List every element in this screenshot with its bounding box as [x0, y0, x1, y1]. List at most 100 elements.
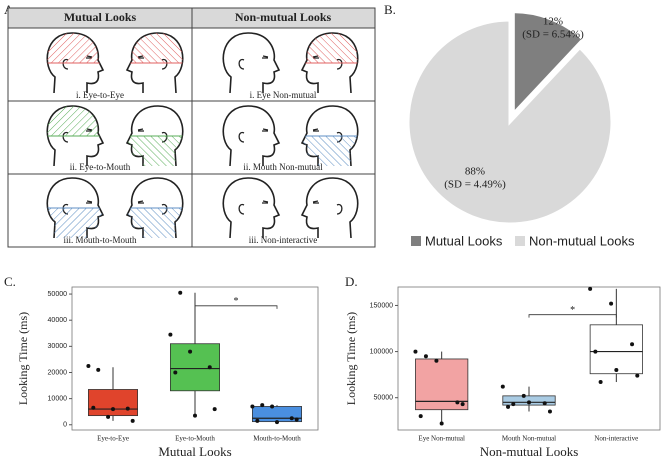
data-point [630, 342, 635, 347]
data-point [439, 421, 444, 426]
data-point [188, 349, 193, 354]
y-tick-label: 20000 [48, 369, 68, 376]
data-point [270, 404, 275, 409]
data-point [207, 365, 212, 370]
sd-label: (SD = 4.49%) [444, 179, 506, 191]
head [126, 177, 184, 239]
head [46, 105, 104, 167]
x-tick-label: Eye-to-Mouth [175, 435, 215, 443]
x-tick-label: Non-interactive [594, 435, 638, 443]
data-point [111, 407, 115, 412]
head [126, 32, 184, 94]
x-tick-label: Mouth Non-mutual [502, 435, 556, 443]
data-point [521, 393, 526, 398]
head [222, 177, 280, 239]
y-tick-label: 10000 [48, 395, 68, 402]
value-label: 12% [543, 16, 563, 28]
head [222, 32, 280, 94]
data-point [173, 370, 178, 375]
box [251, 406, 302, 423]
data-point [255, 418, 260, 423]
column-header: Mutual Looks [64, 10, 137, 24]
data-point [506, 404, 511, 409]
data-point [413, 349, 418, 354]
value-label: 88% [465, 166, 485, 178]
data-point [193, 413, 197, 418]
data-point [86, 363, 91, 368]
data-point [434, 358, 439, 363]
box [415, 358, 469, 411]
data-point [593, 349, 598, 354]
data-point [609, 301, 614, 306]
head [301, 177, 359, 239]
y-tick-label: 50000 [48, 291, 68, 298]
data-point [260, 403, 265, 408]
caption: iii. Non-interactive [249, 235, 317, 245]
data-point [588, 286, 593, 291]
data-point [614, 368, 619, 373]
y-tick-label: 50000 [374, 395, 394, 402]
legend-swatch [411, 236, 421, 246]
box [88, 389, 139, 417]
data-point [96, 367, 101, 372]
data-point [547, 409, 552, 414]
x-axis-label: Non-mutual Looks [480, 444, 579, 459]
panel-label: C. [4, 274, 16, 289]
sd-label: (SD = 6.54%) [522, 29, 584, 41]
box [169, 343, 220, 392]
data-point [275, 420, 279, 425]
significance-bracket [194, 305, 278, 309]
data-point [635, 373, 640, 378]
head [126, 105, 184, 167]
data-point [212, 407, 217, 412]
panel-label: D. [345, 274, 358, 289]
y-tick-label: 0 [63, 422, 67, 429]
head [46, 32, 104, 94]
data-point [130, 418, 135, 423]
data-point [294, 417, 299, 422]
y-tick-label: 150000 [370, 302, 393, 309]
data-point [511, 402, 516, 407]
box [589, 324, 643, 375]
legend-label: Mutual Looks [425, 233, 503, 248]
x-tick-label: Mouth-to-Mouth [253, 435, 301, 443]
data-point [598, 380, 603, 385]
y-axis-label: Looking Time (ms) [344, 312, 358, 405]
data-point [527, 400, 531, 405]
caption: ii. Mouth Non-mutual [243, 162, 323, 172]
x-tick-label: Eye-to-Eye [97, 435, 129, 443]
data-point [178, 290, 183, 295]
significance-label: * [234, 296, 239, 307]
data-point [455, 400, 460, 405]
data-point [168, 332, 173, 337]
data-point [250, 404, 255, 409]
head [222, 105, 280, 167]
y-tick-label: 100000 [370, 348, 393, 355]
significance-label: * [570, 305, 575, 316]
x-axis-label: Mutual Looks [158, 444, 231, 459]
caption: iii. Mouth-to-Mouth [63, 235, 137, 245]
data-point [418, 414, 423, 419]
pie-slice [511, 10, 586, 118]
panel-label: B. [384, 2, 396, 17]
x-tick-label: Eye Non-mutual [418, 435, 465, 443]
data-point [460, 402, 465, 407]
data-point [500, 384, 505, 389]
head [301, 32, 359, 94]
data-point [125, 406, 130, 411]
caption: i. Eye Non-mutual [250, 90, 317, 100]
head [301, 105, 359, 167]
data-point [289, 416, 294, 421]
column-header: Non-mutual Looks [235, 10, 332, 24]
y-axis-label: Looking Time (ms) [16, 312, 30, 405]
legend-label: Non-mutual Looks [529, 233, 635, 248]
caption: ii. Eye-to-Mouth [70, 162, 131, 172]
data-point [423, 354, 428, 359]
head [46, 177, 104, 239]
data-point [106, 414, 111, 419]
y-tick-label: 30000 [48, 343, 68, 350]
y-tick-label: 40000 [48, 317, 68, 324]
significance-bracket [528, 314, 617, 318]
data-point [542, 401, 547, 406]
